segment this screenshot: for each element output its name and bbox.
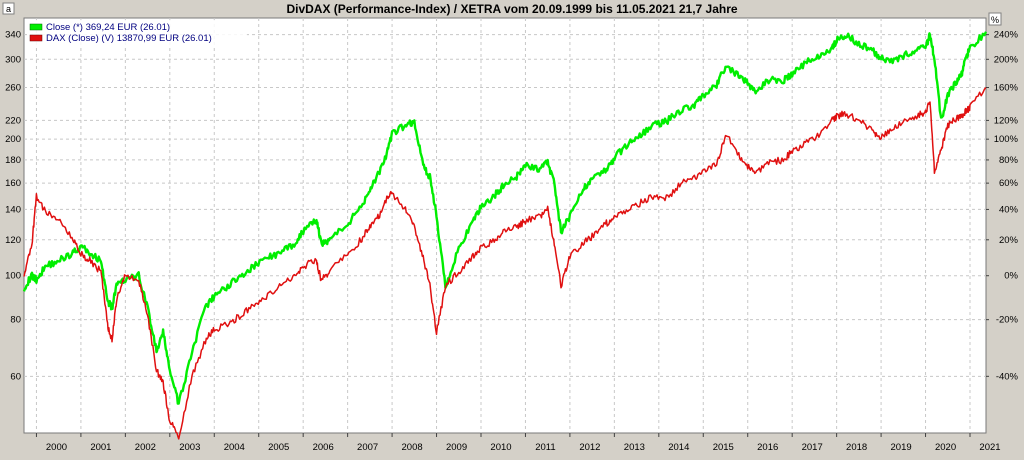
x-tick-label: 2018 [846, 442, 867, 453]
y-tick-label-left: 80 [10, 315, 21, 326]
y-tick-label-right: 80% [999, 155, 1019, 166]
y-tick-label-right: 240% [994, 30, 1019, 41]
x-tick-label: 2011 [535, 442, 555, 453]
x-tick-label: 2005 [268, 442, 289, 453]
y-tick-label-right: 160% [994, 82, 1019, 93]
x-tick-label: 2015 [713, 442, 734, 453]
gridlines [24, 18, 986, 433]
y-tick-label-left: 120 [5, 235, 21, 246]
y-tick-label-right: -40% [996, 371, 1019, 382]
y-tick-label-right: 40% [999, 204, 1019, 215]
y-tick-label-left: 180 [5, 155, 21, 166]
x-tick-label: 2008 [402, 442, 423, 453]
x-tick-label: 2001 [90, 442, 111, 453]
y-tick-label-right: 20% [999, 235, 1019, 246]
x-tick-label: 2000 [46, 442, 67, 453]
y-tick-label-left: 140 [5, 204, 21, 215]
x-tick-label: 2002 [135, 442, 156, 453]
y-tick-label-right: 60% [999, 178, 1019, 189]
x-tick-label: 2004 [224, 442, 245, 453]
x-tick-label: 2021 [979, 442, 1000, 453]
legend: Close (*) 369,24 EUR (26.01) DAX (Close)… [27, 20, 247, 46]
x-tick-label: 2009 [446, 442, 467, 453]
x-tick-label: 2012 [579, 442, 600, 453]
legend-swatch-close [29, 23, 43, 31]
legend-label-dax: DAX (Close) (V) 13870,99 EUR (26.01) [46, 33, 212, 44]
y-tick-label-right: 200% [994, 54, 1019, 65]
x-tick-label: 2010 [490, 442, 511, 453]
x-tick-label: 2017 [802, 442, 823, 453]
x-tick-label: 2016 [757, 442, 778, 453]
legend-box [27, 20, 247, 46]
x-tick-label: 2013 [624, 442, 645, 453]
y-tick-label-right: 120% [994, 115, 1019, 126]
x-tick-label: 2006 [313, 442, 334, 453]
y-tick-label-left: 300 [5, 54, 21, 65]
x-tick-label: 2020 [935, 442, 956, 453]
legend-label-close: Close (*) 369,24 EUR (26.01) [46, 22, 170, 33]
y-tick-label-right: 0% [1004, 271, 1018, 282]
chart-title: DivDAX (Performance-Index) / XETRA vom 2… [286, 2, 737, 16]
y-tick-label-left: 60 [10, 371, 21, 382]
y-tick-label-left: 100 [5, 271, 21, 282]
y-tick-label-right: -20% [996, 315, 1019, 326]
right-axis-marker: % [991, 15, 999, 25]
x-tick-label: 2003 [179, 442, 200, 453]
axes: 2000 2001 2002 2003 2004 2005 2006 2007 2008 2009… [5, 30, 1018, 453]
y-tick-label-left: 220 [5, 115, 21, 126]
y-tick-label-right: 100% [994, 134, 1019, 145]
series-line-dax [23, 87, 987, 440]
x-tick-label: 2014 [668, 442, 689, 453]
y-tick-label-left: 340 [5, 30, 21, 41]
series-line-close [22, 31, 988, 405]
y-tick-label-left: 260 [5, 82, 21, 93]
y-tick-label-left: 160 [5, 178, 21, 189]
left-axis-marker-box[interactable] [2, 2, 15, 15]
x-tick-label: 2019 [891, 442, 912, 453]
x-tick-label: 2007 [357, 442, 378, 453]
right-axis-marker-box[interactable] [988, 12, 1002, 26]
y-tick-label-left: 200 [5, 134, 21, 145]
legend-swatch-dax [29, 34, 43, 42]
left-axis-marker: a [6, 4, 11, 14]
plot-area [23, 17, 987, 434]
series-lines [22, 31, 988, 440]
